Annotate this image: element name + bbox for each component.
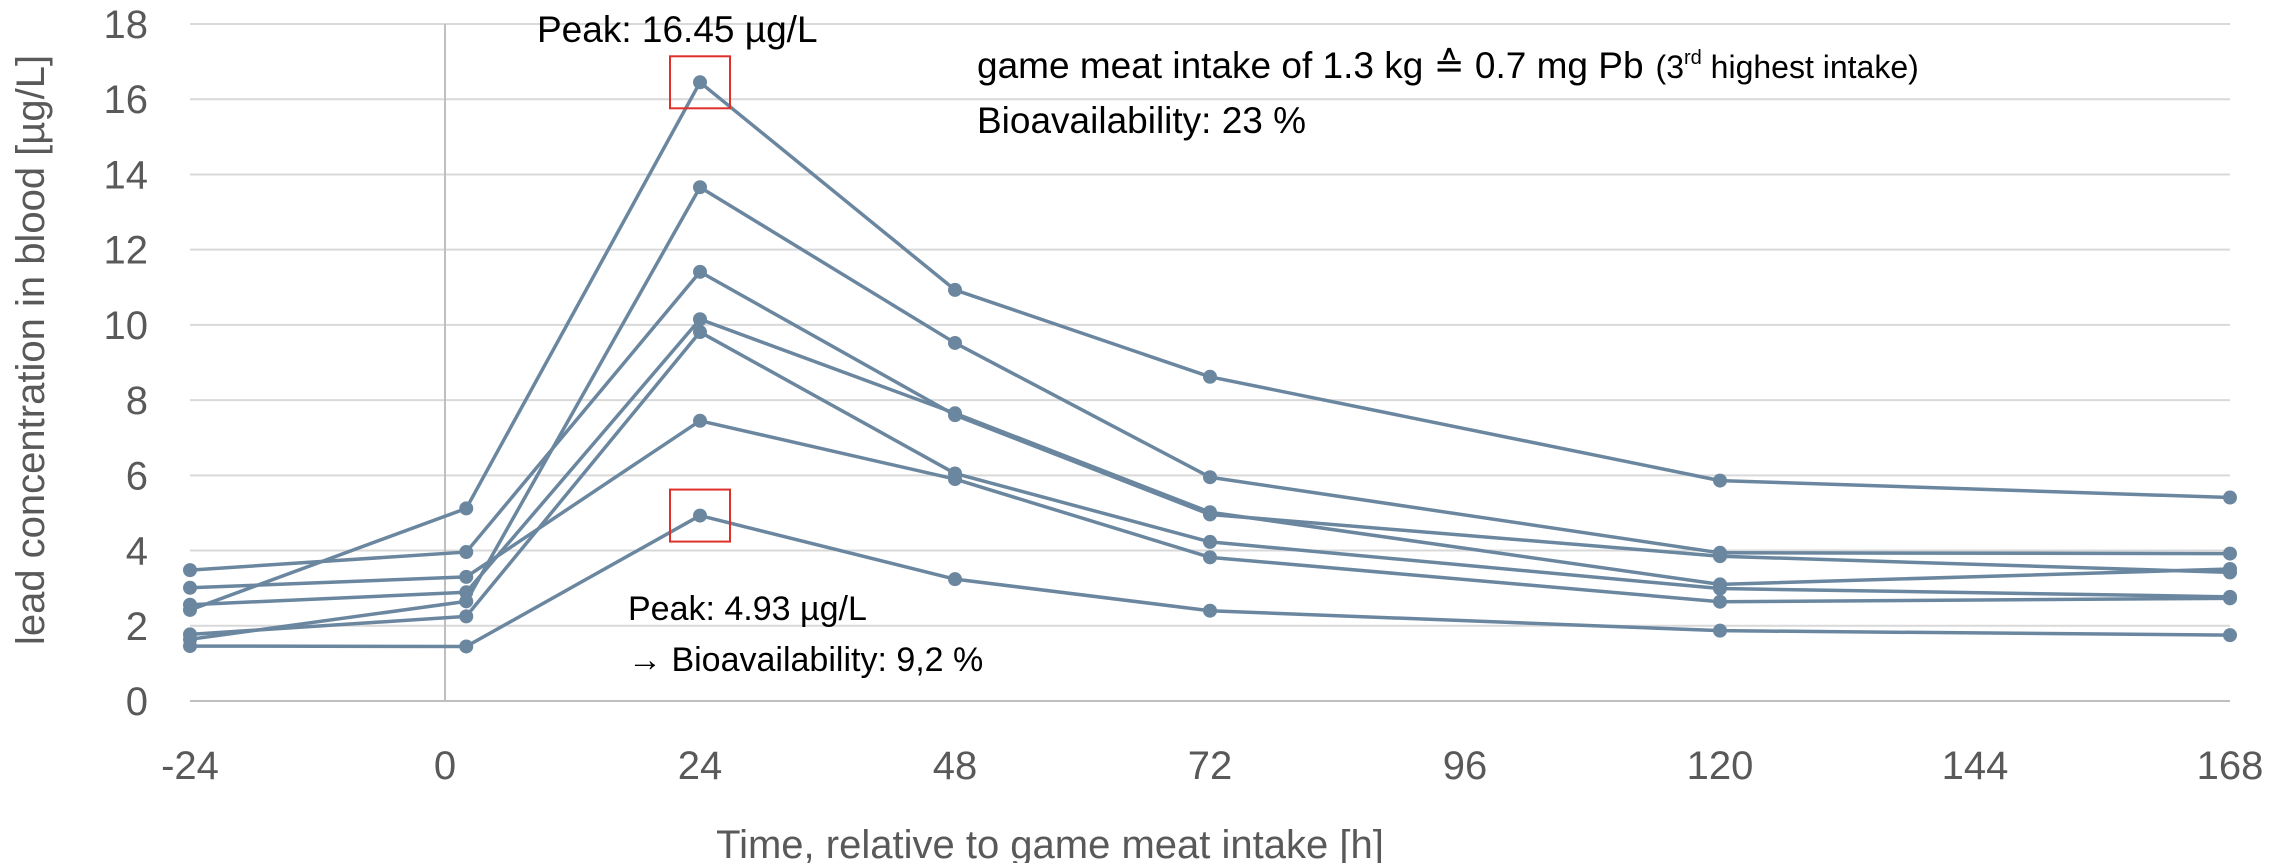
data-point [2223, 490, 2237, 505]
data-point [1203, 534, 1217, 549]
peak-low-annotation: Peak: 4.93 µg/L [628, 590, 867, 628]
data-point [948, 335, 962, 350]
data-point [948, 406, 962, 421]
bioavailability-low-annotation: → Bioavailability: 9,2 % [628, 641, 983, 679]
intake-annotation-main: game meat intake of 1.3 kg ≙ 0.7 mg Pb [977, 45, 1644, 86]
intake-note-superscript: rd [1684, 47, 1702, 69]
data-point [2223, 628, 2237, 643]
data-point [693, 264, 707, 279]
data-point [459, 569, 474, 584]
intake-note-suffix: highest intake) [1702, 49, 1919, 85]
data-point [1203, 550, 1217, 565]
data-point [183, 580, 197, 595]
y-tick-label: 6 [126, 454, 148, 498]
data-point [183, 639, 197, 654]
peak-low-highlight-box [669, 488, 731, 543]
data-point [459, 609, 474, 624]
data-point [948, 472, 962, 487]
y-tick-label: 2 [126, 605, 148, 649]
x-tick-label: 144 [1942, 744, 2009, 788]
data-point [1203, 470, 1217, 485]
x-tick-label: 0 [434, 744, 456, 788]
y-tick-label: 4 [126, 530, 148, 574]
x-tick-labels: -24 0 24 48 72 96 120 144 168 [161, 744, 2263, 788]
bioavailability-low-text: Bioavailability: 9,2 % [662, 641, 983, 679]
x-tick-label: 48 [933, 744, 978, 788]
y-tick-labels: 0 2 4 6 8 10 12 14 16 18 [104, 3, 149, 724]
data-point [948, 572, 962, 587]
intake-note-prefix: (3 [1656, 49, 1684, 85]
x-tick-label: 120 [1687, 744, 1754, 788]
data-point [2223, 591, 2237, 606]
data-point [1713, 473, 1727, 488]
x-tick-label: 168 [2197, 744, 2264, 788]
data-point [459, 501, 474, 516]
data-point [459, 639, 474, 654]
data-point [693, 312, 707, 327]
x-axis-title: Time, relative to game meat intake [h] [716, 823, 1384, 863]
data-point [1713, 549, 1727, 564]
y-tick-label: 14 [104, 153, 149, 197]
data-point [183, 597, 197, 612]
y-tick-label: 12 [104, 229, 149, 273]
x-tick-label: 24 [678, 744, 723, 788]
y-tick-label: 10 [104, 304, 149, 348]
arrow-icon: → [628, 641, 662, 679]
series-line-2 [189, 185, 2231, 642]
data-point [1203, 505, 1217, 520]
data-point [948, 282, 962, 297]
data-point [183, 627, 197, 642]
data-point [2223, 546, 2237, 561]
y-tick-label: 16 [104, 78, 149, 122]
data-point [1203, 603, 1217, 618]
x-tick-label: -24 [161, 744, 219, 788]
bioavailability-high-annotation: Bioavailability: 23 % [977, 100, 1306, 141]
data-point [1203, 369, 1217, 384]
data-point [693, 180, 707, 195]
series-line-3 [189, 270, 2231, 575]
peak-high-annotation: Peak: 16.45 µg/L [537, 9, 818, 50]
series-line-1 [189, 80, 2231, 612]
intake-annotation-note: (3rd highest intake) [1656, 47, 1919, 85]
data-point [693, 325, 707, 340]
intake-annotation: game meat intake of 1.3 kg ≙ 0.7 mg Pb (3… [977, 45, 1919, 86]
data-point [693, 508, 707, 523]
y-axis-title: lead concentration in blood [µg/L] [9, 55, 53, 645]
x-tick-label: 72 [1188, 744, 1233, 788]
data-point [459, 545, 474, 560]
data-point [459, 585, 474, 600]
y-tick-label: 18 [104, 3, 149, 47]
peak-highlights [669, 55, 731, 543]
data-point [693, 75, 707, 90]
data-point [693, 413, 707, 428]
data-point [1713, 581, 1727, 596]
y-tick-label: 0 [126, 680, 148, 724]
series-points [183, 75, 2237, 654]
x-tick-label: 96 [1443, 744, 1488, 788]
data-point [183, 563, 197, 578]
data-point [1713, 623, 1727, 638]
peak-high-highlight-box [669, 55, 731, 110]
data-point [1713, 594, 1727, 609]
data-point [2223, 561, 2237, 576]
y-tick-label: 8 [126, 379, 148, 423]
